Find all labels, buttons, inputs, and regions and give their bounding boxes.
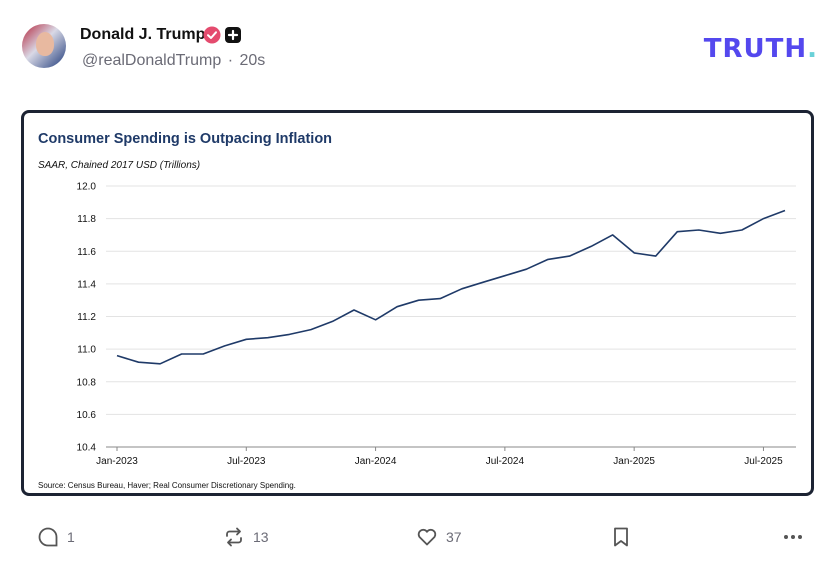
- chart-subtitle: SAAR, Chained 2017 USD (Trillions): [38, 160, 201, 171]
- retruth-count: 13: [253, 529, 269, 545]
- y-tick-label: 12.0: [77, 182, 97, 193]
- x-tick-label: Jul-2024: [486, 456, 525, 467]
- action-bar: 1 13 37: [0, 520, 840, 554]
- y-tick-label: 11.2: [77, 312, 96, 323]
- y-tick-label: 10.4: [77, 443, 97, 454]
- x-tick-label: Jul-2023: [227, 456, 266, 467]
- truth-logo[interactable]: TRUTH.: [704, 34, 818, 64]
- bookmark-button[interactable]: [611, 520, 639, 554]
- heart-icon: [417, 528, 437, 546]
- reply-icon: [38, 527, 58, 547]
- logo-dot: .: [807, 34, 818, 64]
- y-tick-label: 10.8: [77, 377, 97, 388]
- verified-badge-icon: [203, 26, 221, 44]
- post-timestamp[interactable]: 20s: [239, 52, 266, 69]
- chart-card[interactable]: Consumer Spending is Outpacing Inflation…: [21, 110, 814, 496]
- chart-title: Consumer Spending is Outpacing Inflation: [38, 131, 333, 147]
- logo-text: TRUTH: [703, 34, 808, 64]
- reply-button[interactable]: 1: [37, 520, 75, 554]
- retruth-icon: [226, 527, 242, 547]
- line-chart: 10.4 10.6 10.8 11.0 11.2 11.4 11.6 11.8 12.0 Jan-…: [77, 182, 796, 467]
- retruth-button[interactable]: 13: [223, 520, 269, 554]
- chart-source: Source: Census Bureau, Haver; Real Consu…: [38, 481, 296, 490]
- y-tick-label: 11.4: [77, 279, 96, 290]
- handle-line: @realDonaldTrump · 20s: [80, 52, 265, 70]
- x-tick-label: Jul-2025: [744, 456, 783, 467]
- y-tick-label: 11.6: [77, 247, 96, 258]
- like-button[interactable]: 37: [416, 520, 462, 554]
- more-options-button[interactable]: [782, 520, 812, 554]
- author-name[interactable]: Donald J. Trump: [80, 26, 206, 43]
- bookmark-icon: [614, 527, 628, 547]
- x-tick-label: Jan-2024: [355, 456, 397, 467]
- y-tick-label: 10.6: [77, 410, 97, 421]
- author-handle[interactable]: @realDonaldTrump: [82, 52, 222, 69]
- avatar[interactable]: [22, 24, 66, 68]
- y-tick-label: 11.8: [77, 214, 96, 225]
- y-tick-label: 11.0: [77, 345, 96, 356]
- reply-count: 1: [67, 529, 75, 545]
- more-icon: [784, 535, 802, 539]
- like-count: 37: [446, 529, 462, 545]
- series-line: [116, 209, 786, 365]
- x-tick-label: Jan-2023: [96, 456, 138, 467]
- separator: ·: [227, 52, 234, 69]
- plus-badge-icon: [225, 27, 241, 43]
- x-tick-label: Jan-2025: [613, 456, 655, 467]
